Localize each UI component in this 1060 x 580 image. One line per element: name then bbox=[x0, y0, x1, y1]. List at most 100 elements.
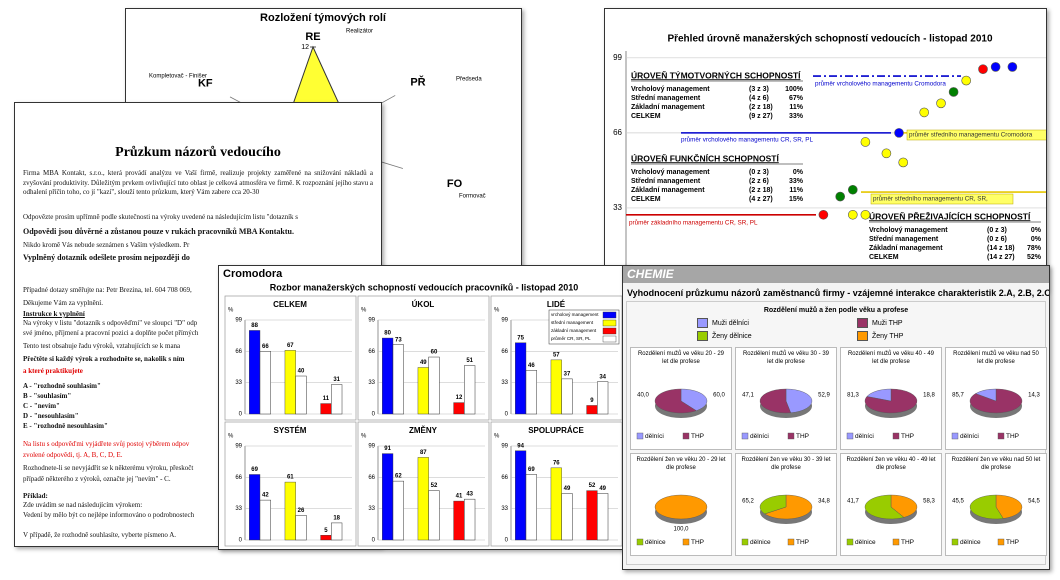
point bbox=[936, 98, 946, 109]
y-tick-label: 0 bbox=[505, 412, 509, 418]
value-label: 5 bbox=[324, 528, 328, 534]
bar bbox=[417, 367, 429, 415]
y-tick-label: 66 bbox=[368, 349, 375, 355]
slice-label: 54,5 bbox=[1028, 499, 1040, 505]
section-cell: (3 z 3) bbox=[749, 86, 769, 93]
point bbox=[1007, 62, 1018, 72]
slice-label: 58,3 bbox=[923, 499, 935, 505]
value-label: 66 bbox=[262, 344, 269, 350]
chemie-chart: Rozdělení mužů a žen podle věku a profes… bbox=[626, 301, 1047, 565]
legend-label: THP bbox=[796, 433, 809, 440]
pie-slice bbox=[866, 388, 892, 402]
section-cell: (9 z 27) bbox=[749, 113, 773, 120]
value-label: 18 bbox=[333, 515, 340, 521]
section-title: ÚROVEŇ TÝMOTVORNÝCH SCHOPNOSTÍ bbox=[631, 69, 801, 80]
legend-label: Ženy dělnice bbox=[712, 332, 752, 340]
legend-label: THP bbox=[1006, 539, 1019, 546]
average-label: průměr vrcholového managementu Cromodora bbox=[815, 80, 946, 88]
point bbox=[860, 137, 871, 147]
value-label: 62 bbox=[395, 474, 402, 480]
pie-slice bbox=[995, 494, 1023, 519]
radar-axis-role: Realizátor bbox=[346, 29, 373, 35]
y-tick-label: 99 bbox=[235, 318, 242, 324]
pie-title: Rozdělení mužů ve věku 40 - 49 let dle p… bbox=[847, 351, 935, 365]
section-cell: (14 z 27) bbox=[987, 254, 1015, 261]
slice-label: 34,8 bbox=[818, 499, 830, 505]
value-label: 87 bbox=[420, 450, 427, 456]
legend-label: dělníci bbox=[960, 433, 979, 440]
section-cell: 100% bbox=[785, 86, 804, 93]
y-tick-label: 66 bbox=[235, 475, 242, 481]
y-tick-label: 0 bbox=[239, 412, 243, 418]
survey-line: Na výroky v listu "dotazník s odpověďmi"… bbox=[23, 319, 198, 327]
y-tick-label: 99 bbox=[368, 444, 375, 450]
legend-label: THP bbox=[691, 433, 704, 440]
pie-panel: Rozdělení žen ve věku 40 - 49 let dle pr… bbox=[840, 453, 942, 556]
average-label: průměr vrcholového managementu CR, SR, P… bbox=[681, 136, 813, 144]
survey-line: Rozhodnete-li se nevyjádřit se k některé… bbox=[23, 464, 194, 472]
legend-label: dělnice bbox=[645, 539, 666, 546]
survey-line: Vedení by mělo být co nejlépe informován… bbox=[23, 511, 195, 519]
pie-slice bbox=[759, 388, 791, 414]
pie-title: Rozdělení žen ve věku 30 - 39 let dle pr… bbox=[741, 457, 831, 471]
survey-line: Instrukce k vyplnění bbox=[23, 310, 85, 318]
average-bar bbox=[428, 490, 440, 541]
legend-swatch bbox=[741, 538, 749, 546]
section-cell: (0 z 6) bbox=[987, 236, 1007, 243]
value-label: 37 bbox=[564, 371, 571, 377]
section-cell: 33% bbox=[789, 113, 804, 120]
unit-label: % bbox=[228, 308, 234, 314]
value-label: 11 bbox=[323, 396, 330, 402]
bars-chart: Cromodora Rozbor manažerských schopností … bbox=[223, 268, 623, 547]
unit-label: % bbox=[494, 434, 500, 440]
section-cell: CELKEM bbox=[631, 113, 661, 120]
value-label: 60 bbox=[431, 350, 438, 356]
legend-item: Ženy dělnice bbox=[697, 331, 857, 341]
y-tick-label: 33 bbox=[368, 506, 375, 512]
value-label: 12 bbox=[456, 395, 463, 401]
bar bbox=[284, 350, 296, 415]
pie-chart: 47,1 52,9 dělníci THP bbox=[741, 388, 830, 440]
value-label: 41 bbox=[456, 494, 463, 500]
legend-swatch bbox=[892, 432, 900, 440]
average-bar bbox=[525, 474, 537, 541]
point bbox=[919, 107, 930, 118]
y-tick-label: 99 bbox=[501, 318, 508, 324]
average-bar bbox=[259, 499, 271, 541]
section-cell: CELKEM bbox=[869, 254, 899, 261]
section-cell: (0 z 3) bbox=[749, 169, 769, 176]
bar bbox=[550, 359, 562, 415]
y-tick-label: 0 bbox=[372, 412, 376, 418]
slice-label: 65,2 bbox=[742, 499, 754, 505]
average-label-bg bbox=[870, 193, 1014, 205]
survey-line: E - "rozhodně nesouhlasím" bbox=[23, 422, 108, 430]
value-label: 26 bbox=[298, 508, 305, 514]
pie-title: Rozdělení žen ve věku nad 50 let dle pro… bbox=[951, 457, 1041, 471]
y-tick-label: 33 bbox=[235, 380, 242, 386]
point bbox=[898, 157, 909, 168]
section-cell: Základní management bbox=[631, 187, 705, 194]
radar-axis-role: Předseda bbox=[456, 77, 482, 83]
chemie-header: CHEMIE bbox=[623, 266, 1049, 283]
chemie-window: CHEMIE Vyhodnocení průzkumu názorů zaměst… bbox=[622, 265, 1050, 570]
average-bar bbox=[464, 498, 476, 541]
value-label: 42 bbox=[262, 493, 269, 499]
section-cell: 15% bbox=[789, 196, 804, 203]
survey-line: své jméno, příjmení a pracovní pozici a … bbox=[23, 329, 199, 337]
survey-line: A - "rozhodně souhlasím" bbox=[23, 382, 101, 390]
section-bg bbox=[629, 69, 805, 123]
section-cell: CELKEM bbox=[631, 196, 661, 203]
pie-slice bbox=[764, 494, 813, 520]
survey-line: Zde uvádím se nad následujícím výrokem: bbox=[23, 501, 143, 509]
pie-slice bbox=[864, 494, 905, 520]
y-tick-label: 66 bbox=[613, 128, 622, 137]
section-cell: 52% bbox=[1027, 254, 1042, 261]
company-name: Cromodora bbox=[223, 268, 283, 280]
point bbox=[978, 64, 988, 74]
overview-window: Přehled úrovně manažerských schopností v… bbox=[604, 8, 1047, 292]
pie-title: Rozdělení mužů ve věku nad 50 let dle pr… bbox=[953, 351, 1039, 365]
value-label: 91 bbox=[384, 446, 391, 452]
legend-swatch bbox=[682, 538, 690, 546]
average-label-bg bbox=[906, 129, 1046, 141]
section-cell: Vrcholový management bbox=[869, 227, 948, 234]
